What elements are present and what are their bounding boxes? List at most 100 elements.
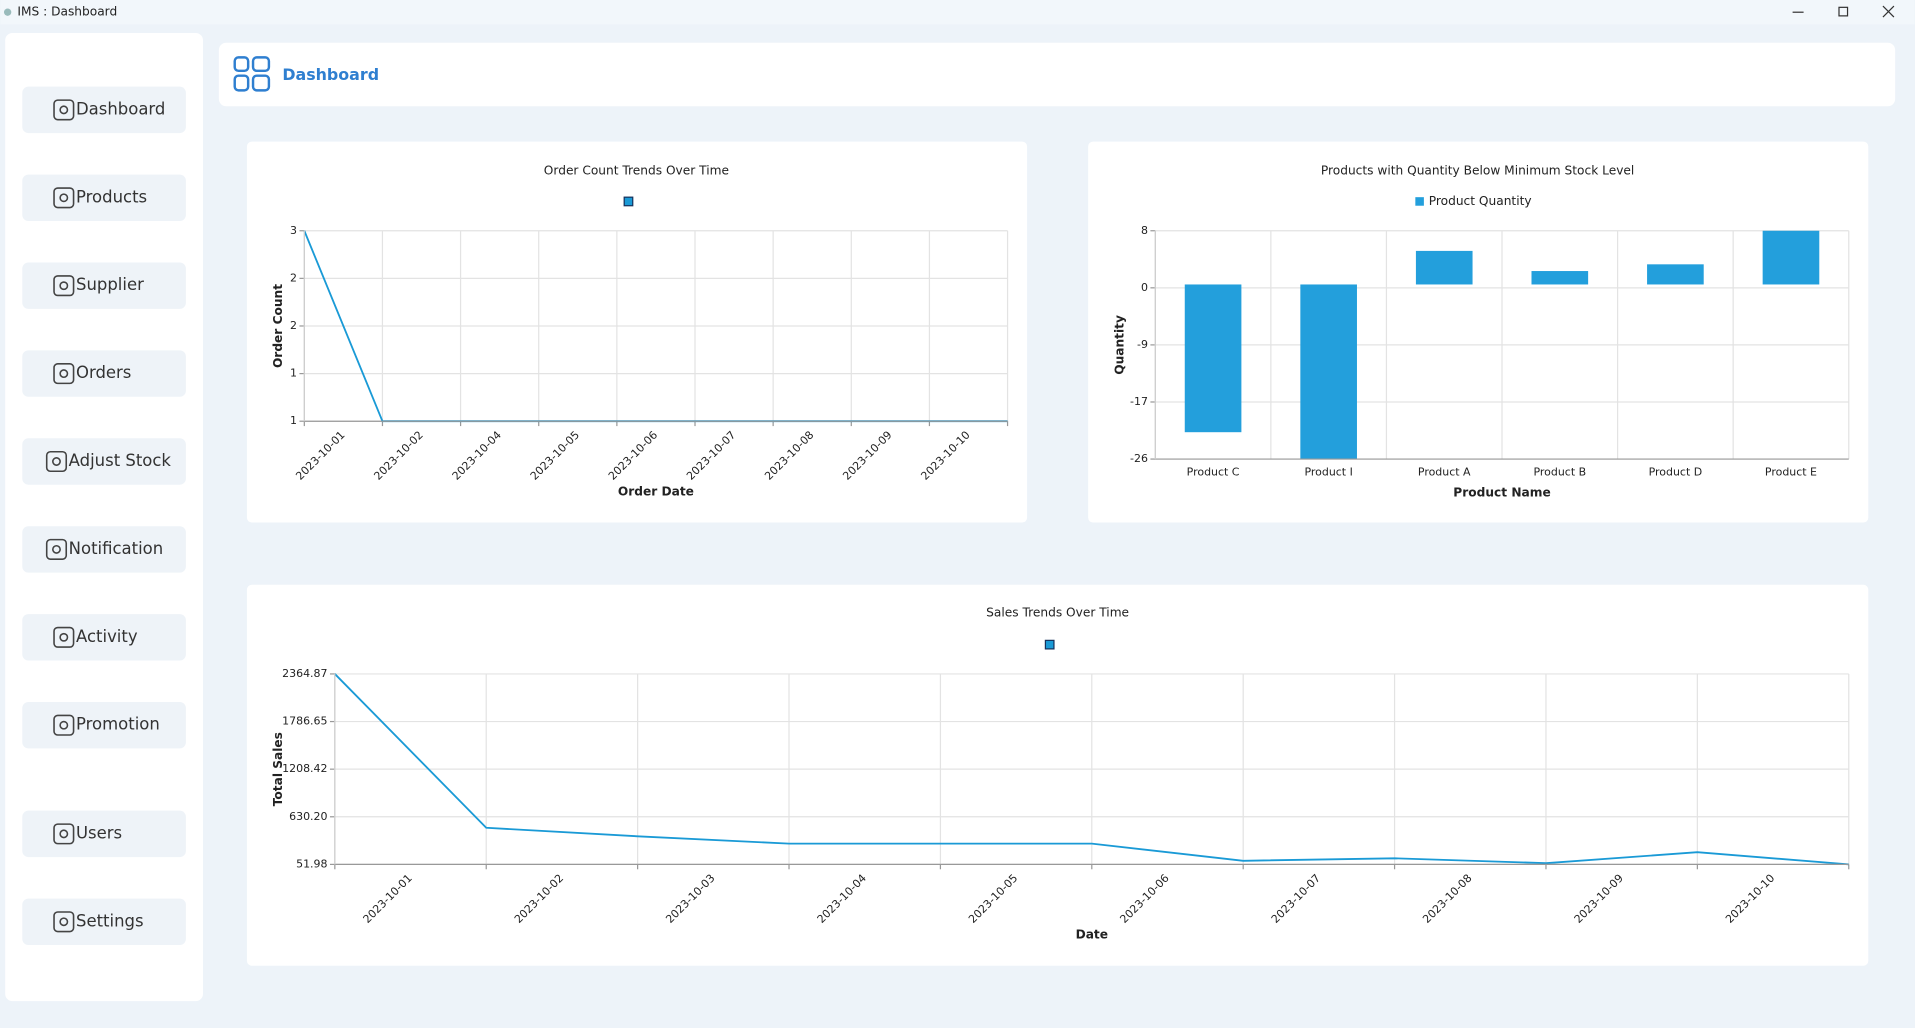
nav-button-bg xyxy=(22,350,186,397)
nav-label: Supplier xyxy=(76,275,144,294)
nav-label: Settings xyxy=(76,911,144,930)
chart-panel xyxy=(246,584,1869,966)
y-tick-label: 2364.87 xyxy=(282,667,327,680)
window-title: IMS : Dashboard xyxy=(17,5,117,19)
header xyxy=(218,42,1896,107)
y-tick-label: 1786.65 xyxy=(282,715,327,728)
nav-button[interactable]: Activity xyxy=(22,614,186,661)
nav-icon xyxy=(45,450,68,473)
nav-label: Orders xyxy=(76,363,131,382)
nav-icon xyxy=(52,457,61,466)
legend-marker xyxy=(623,196,634,207)
nav-button[interactable]: Users xyxy=(22,810,186,858)
nav-icon xyxy=(45,538,68,560)
bar xyxy=(1647,264,1704,285)
data-line xyxy=(334,673,1849,866)
legend-label: Product Quantity xyxy=(1429,194,1532,208)
nav-icon xyxy=(53,275,75,297)
y-axis-label: Total Sales xyxy=(271,732,285,806)
x-tick-label: Product D xyxy=(1649,465,1703,478)
nav-button[interactable]: Products xyxy=(22,174,186,221)
nav-icon xyxy=(59,917,69,927)
app-icon xyxy=(3,8,12,16)
nav-button[interactable]: Dashboard xyxy=(22,86,186,134)
nav-button-bg xyxy=(22,614,186,661)
y-tick-label: 3 xyxy=(290,224,297,237)
legend-marker xyxy=(1415,197,1424,206)
close-button[interactable] xyxy=(1882,5,1895,18)
y-tick-label: 51.98 xyxy=(296,857,327,870)
x-axis-label: Order Date xyxy=(618,485,694,499)
nav-button-bg xyxy=(22,438,186,485)
y-tick-label: 1 xyxy=(290,414,297,427)
title-bar xyxy=(0,0,1915,25)
x-tick-label: Product C xyxy=(1187,465,1240,478)
nav-label: Users xyxy=(76,823,122,842)
x-axis-label: Product Name xyxy=(1453,486,1550,500)
nav-label: Adjust Stock xyxy=(69,451,172,470)
nav-icon xyxy=(53,714,75,736)
x-tick-label: Product A xyxy=(1418,465,1471,478)
nav-icon xyxy=(53,626,75,648)
restore-button[interactable] xyxy=(1838,6,1849,17)
nav-label: Activity xyxy=(76,627,138,646)
nav-icon xyxy=(53,823,75,845)
chart-panel xyxy=(1088,141,1869,523)
y-tick-label: 1208.42 xyxy=(282,762,327,775)
chart-title: Order Count Trends Over Time xyxy=(544,163,729,177)
chart-title: Sales Trends Over Time xyxy=(986,605,1129,619)
bar xyxy=(1300,284,1357,460)
chart-title: Products with Quantity Below Minimum Sto… xyxy=(1321,163,1634,177)
nav-label: Dashboard xyxy=(76,99,165,118)
y-tick-label: 1 xyxy=(290,367,297,380)
dashboard-icon xyxy=(233,56,271,92)
nav-button-bg xyxy=(22,262,186,309)
nav-icon xyxy=(59,829,69,839)
nav-button-bg xyxy=(22,86,186,134)
bar xyxy=(1531,271,1589,285)
y-axis-label: Quantity xyxy=(1112,315,1126,375)
nav-button[interactable]: Promotion xyxy=(22,702,186,749)
nav-icon xyxy=(59,105,69,115)
nav-button-bg xyxy=(22,810,186,858)
x-tick-label: Product B xyxy=(1533,465,1586,478)
y-tick-label: 2 xyxy=(290,319,297,332)
chart-panel xyxy=(246,141,1028,523)
header-title: Dashboard xyxy=(282,65,379,84)
nav-button[interactable]: Orders xyxy=(22,350,186,397)
bar xyxy=(1415,250,1473,285)
nav-button[interactable]: Supplier xyxy=(22,262,186,309)
nav-icon xyxy=(59,281,69,291)
nav-button-bg xyxy=(22,526,186,573)
nav-label: Promotion xyxy=(76,715,160,734)
sidebar-nav: Dashboard Products Supplier Orders Adjust St… xyxy=(22,86,186,945)
nav-button[interactable]: Notification xyxy=(22,526,186,573)
bar xyxy=(1184,284,1242,433)
nav-button[interactable]: Settings xyxy=(22,898,186,945)
nav-icon xyxy=(59,193,69,203)
y-tick-label: 630.20 xyxy=(289,810,327,823)
nav-button-bg xyxy=(22,702,186,749)
nav-icon xyxy=(53,187,75,209)
bar xyxy=(1762,230,1820,285)
nav-icon xyxy=(59,369,69,379)
nav-button-bg xyxy=(22,174,186,221)
nav-icon xyxy=(59,720,69,730)
nav-icon xyxy=(53,363,75,385)
nav-icon xyxy=(53,99,75,121)
y-tick-label: -17 xyxy=(1130,395,1148,408)
legend-marker xyxy=(1044,639,1055,650)
y-axis-label: Order Count xyxy=(271,284,285,368)
nav-label: Notification xyxy=(69,539,164,558)
nav-icon xyxy=(53,911,75,933)
nav-button-bg xyxy=(22,898,186,945)
y-tick-label: 0 xyxy=(1141,281,1148,294)
x-axis-label: Date xyxy=(1076,928,1108,942)
y-tick-label: -26 xyxy=(1130,452,1148,465)
y-tick-label: 8 xyxy=(1141,224,1148,237)
nav-button[interactable]: Adjust Stock xyxy=(22,438,186,485)
x-tick-label: Product I xyxy=(1304,465,1352,478)
nav-icon xyxy=(52,544,61,554)
